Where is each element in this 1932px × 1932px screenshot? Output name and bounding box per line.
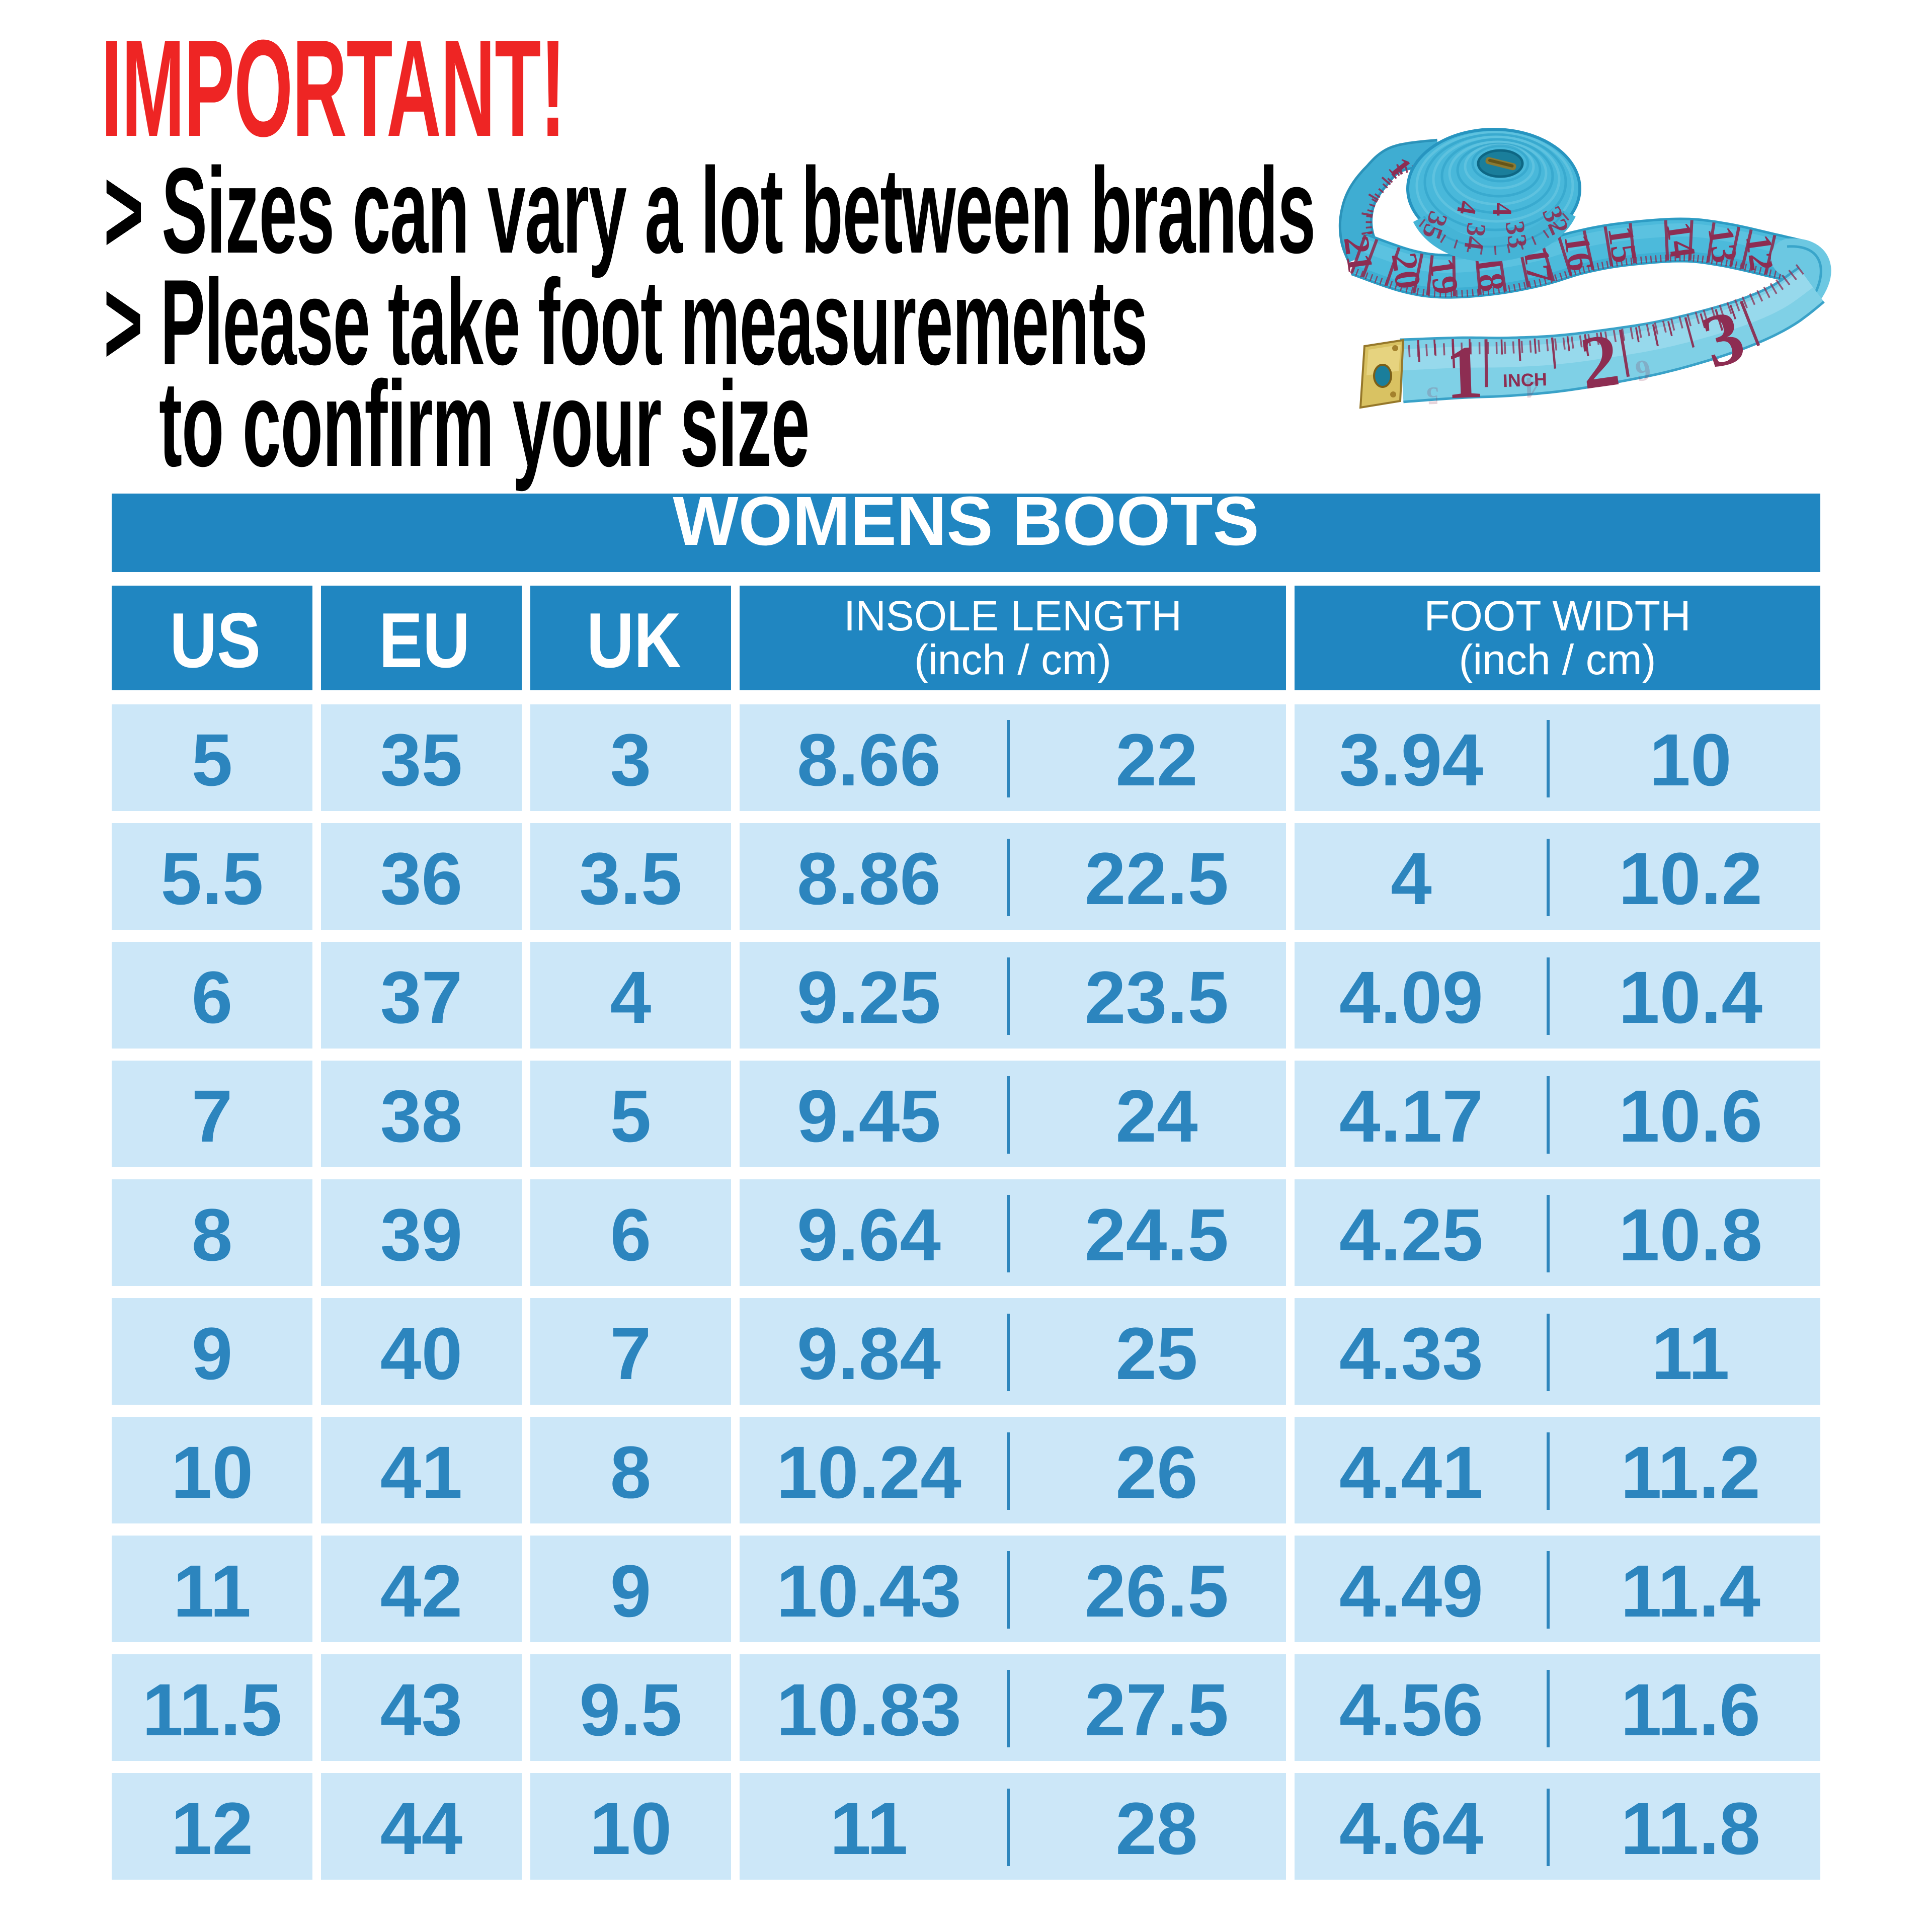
svg-text:13: 13 [1700,224,1745,265]
svg-text:14: 14 [1658,219,1703,261]
svg-text:19: 19 [1421,256,1466,297]
svg-text:16: 16 [1556,232,1601,273]
svg-text:INCH: INCH [1502,369,1547,391]
svg-text:4: 4 [1524,371,1540,405]
svg-text:33: 33 [1500,219,1534,250]
svg-text:5: 5 [1426,382,1439,411]
svg-text:15: 15 [1600,224,1645,265]
svg-text:21: 21 [1336,233,1381,275]
svg-text:1: 1 [1444,330,1485,415]
svg-text:20: 20 [1384,250,1428,291]
svg-text:34: 34 [1459,221,1492,252]
svg-text:4: 4 [1487,203,1517,216]
